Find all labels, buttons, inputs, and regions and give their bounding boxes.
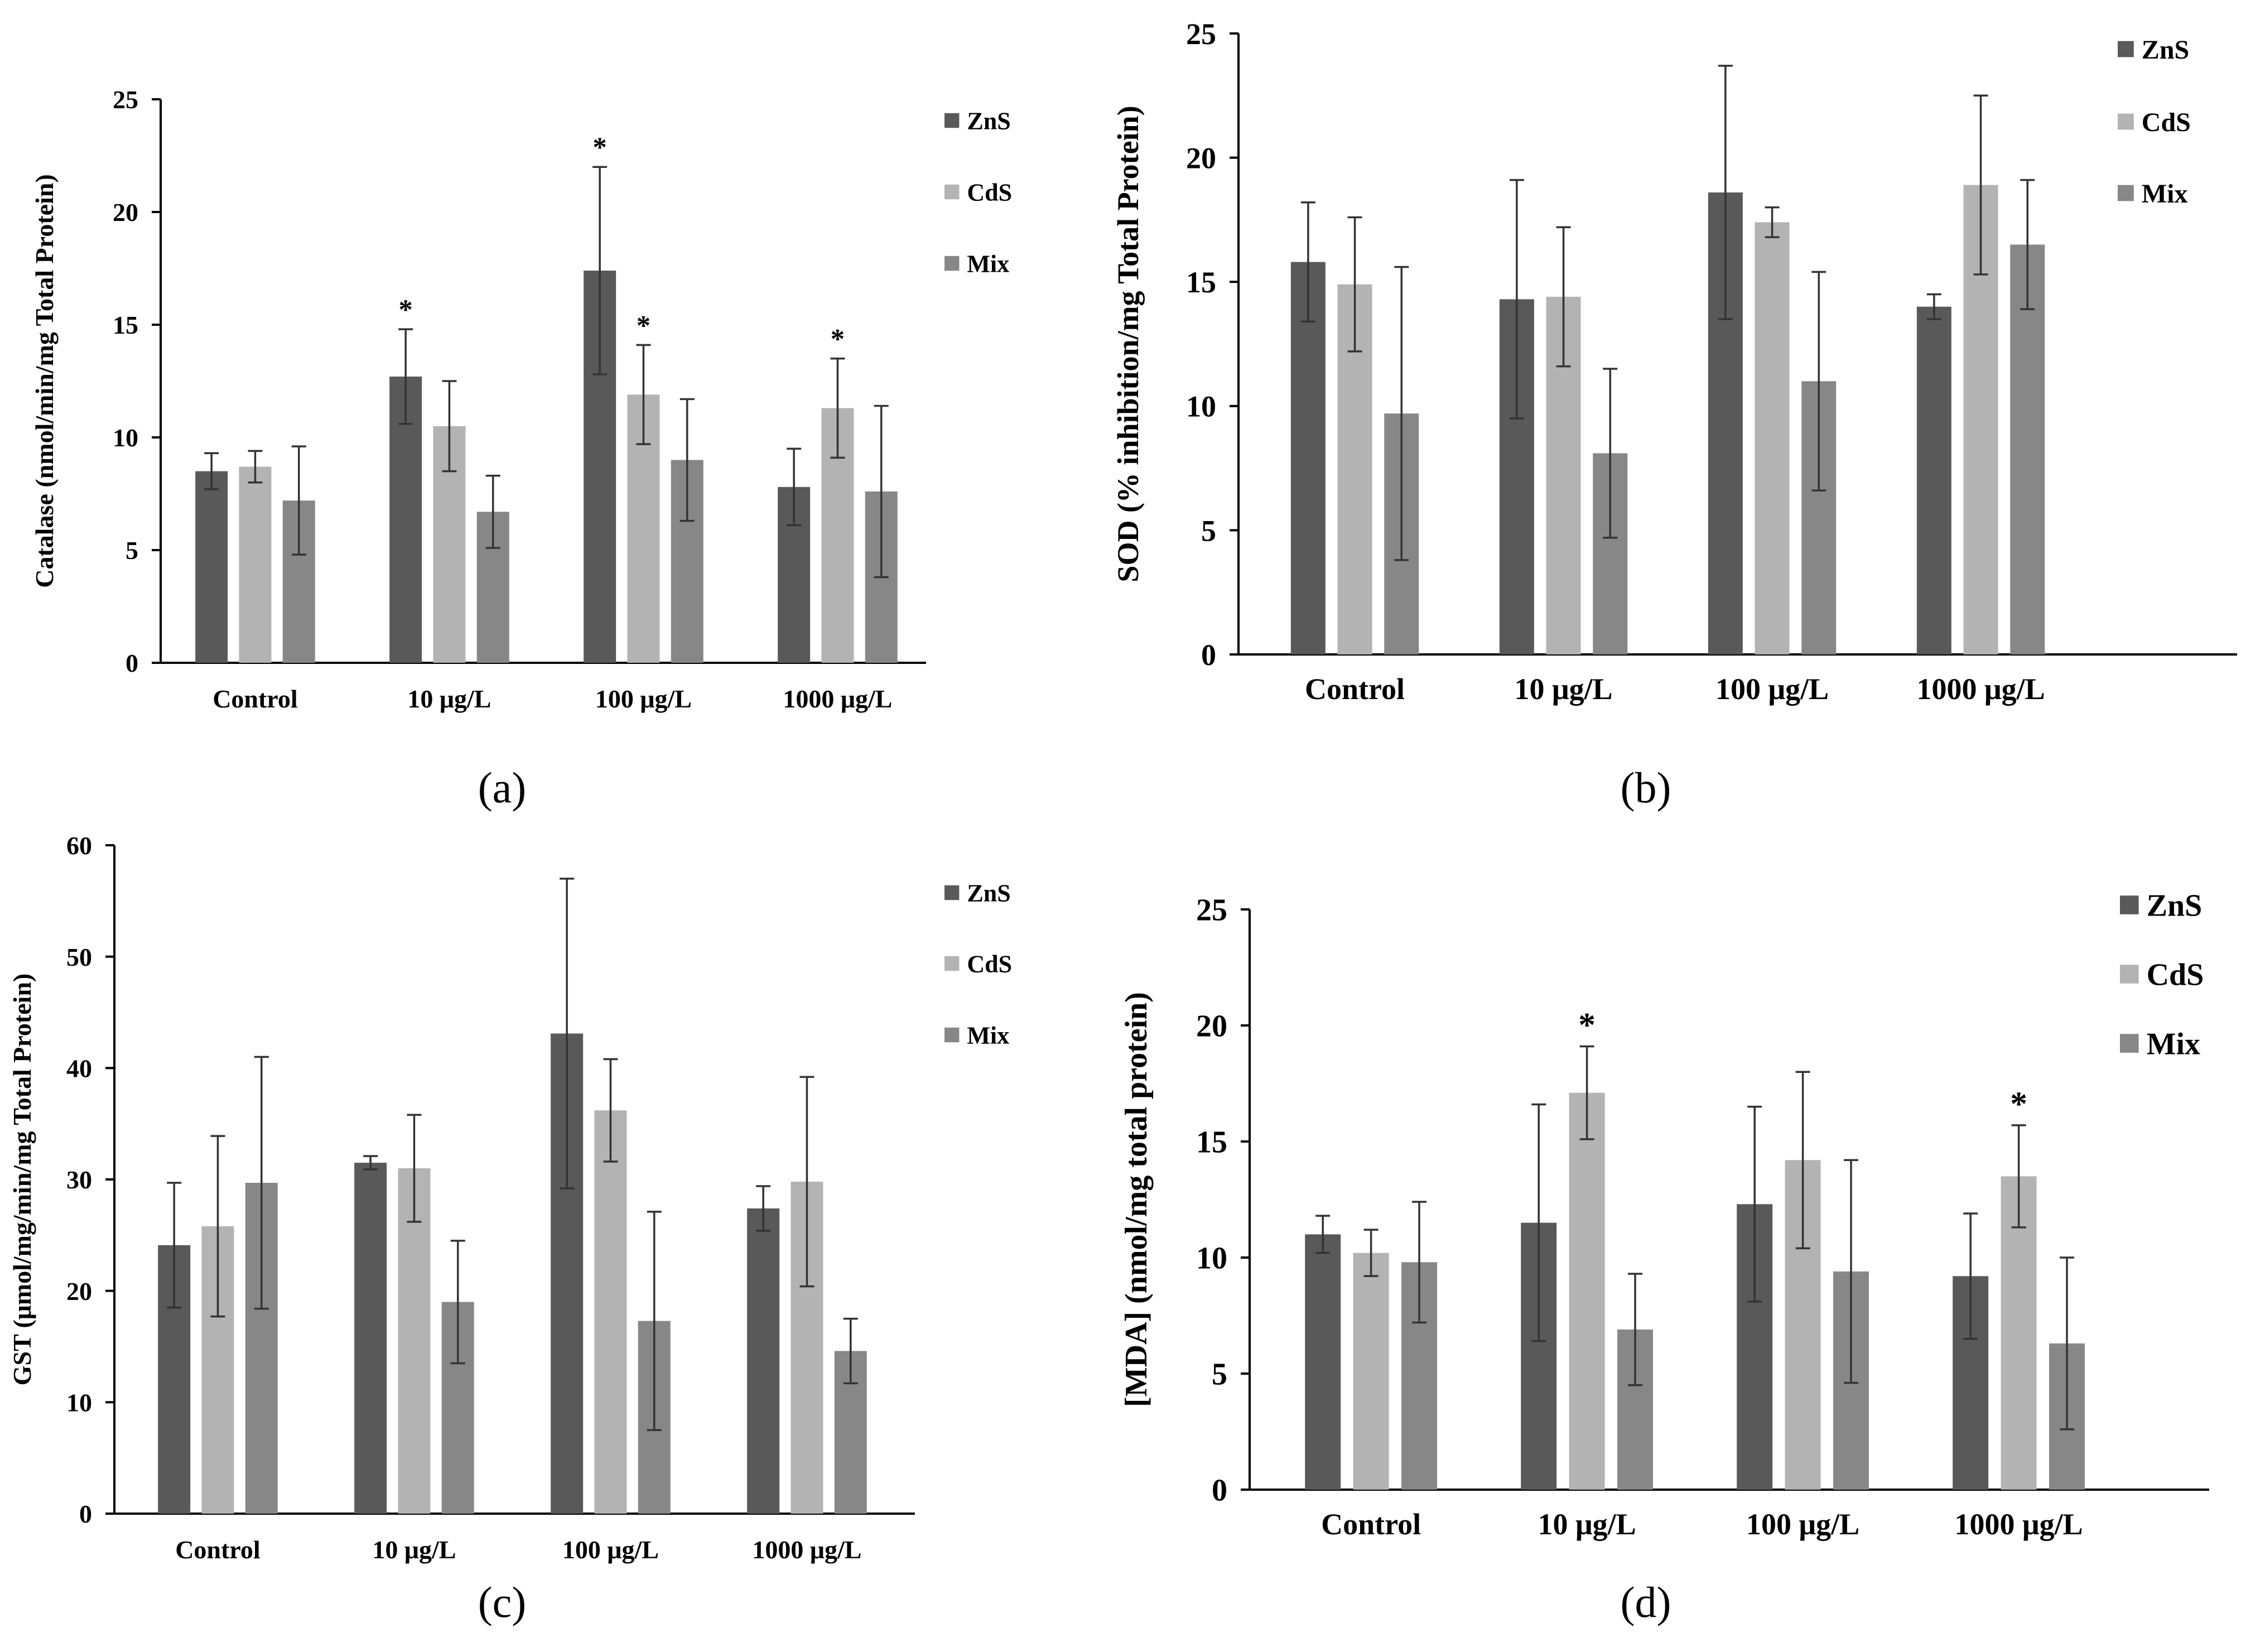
panel-2-y-tick-label: 20 (1186, 142, 1216, 175)
panel-3-y-tick-label: 30 (66, 1165, 92, 1194)
panel-3-legend-swatch-mix (944, 1027, 960, 1043)
panel-3-y-axis-label: GST (μmol/mg/min/mg Total Protein) (8, 974, 36, 1386)
panel-2-x-tick-label: Control (1305, 672, 1405, 706)
panel-2-bar-zns (1916, 306, 1951, 654)
panel-3-x-tick-label: 1000 μg/L (752, 1535, 861, 1564)
panel-4-label: (d) (1621, 1578, 1671, 1626)
panel-2-y-tick-label: 0 (1201, 638, 1216, 672)
panel-3-bar-cds (594, 1110, 627, 1514)
panel-2-legend-label: CdS (2142, 108, 2191, 137)
panel-2-y-tick-label: 10 (1186, 390, 1216, 423)
panel-1-significance-star: * (399, 294, 413, 325)
panel-3-legend-swatch-zns (944, 885, 960, 900)
panel-4-bar-cds (1569, 1092, 1605, 1490)
panel-4-x-tick-label: Control (1321, 1507, 1421, 1541)
panel-3-legend-label: CdS (967, 950, 1012, 977)
panel-4-y-axis-label: [MDA] (nmol/mg total protein) (1119, 992, 1154, 1407)
panel-2-x-tick-label: 100 μg/L (1715, 672, 1829, 706)
panel-2-legend-label: ZnS (2142, 35, 2189, 65)
panel-4-legend-swatch-cds (2120, 965, 2139, 984)
panel-1-y-tick-label: 5 (126, 536, 138, 565)
panel-4-significance-star: * (2010, 1085, 2027, 1123)
panel-4-legend-label: CdS (2147, 958, 2204, 993)
panel-2-y-tick-label: 15 (1186, 266, 1216, 299)
panel-1-significance-star: * (593, 132, 607, 163)
panel-4-y-tick-label: 10 (1196, 1241, 1227, 1276)
panel-1-significance-star: * (637, 310, 650, 341)
panel-4-x-tick-label: 10 μg/L (1538, 1507, 1636, 1541)
panel-4-significance-star: * (1578, 1006, 1596, 1044)
panel-4-legend-swatch-zns (2120, 895, 2139, 914)
panel-4-y-tick-label: 0 (1212, 1473, 1227, 1508)
panel-1-significance-star: * (831, 324, 845, 355)
panel-2-x-tick-label: 10 μg/L (1514, 672, 1612, 706)
panel-1-legend-swatch-mix (944, 256, 960, 271)
panel-1-legend-label: ZnS (967, 107, 1010, 134)
panel-4-x-tick-label: 100 μg/L (1746, 1507, 1859, 1541)
panel-2-bar-mix (2010, 244, 2045, 654)
panel-2-x-tick-label: 1000 μg/L (1916, 672, 2045, 706)
panel-4-y-tick-label: 15 (1196, 1125, 1227, 1160)
panel-1-legend-label: CdS (967, 179, 1012, 206)
panel-3-y-tick-label: 20 (66, 1277, 92, 1306)
panel-3-x-tick-label: Control (175, 1535, 261, 1564)
panel-4-y-tick-label: 25 (1196, 893, 1227, 928)
panel-1-x-tick-label: 100 μg/L (595, 685, 692, 713)
panel-3-y-tick-label: 60 (66, 831, 92, 860)
panel-3-legend-swatch-cds (944, 956, 960, 971)
panel-2-bar-zns (1290, 262, 1326, 655)
panel-1-label: (a) (478, 763, 527, 812)
panel-3-x-tick-label: 10 μg/L (372, 1535, 456, 1564)
panel-1-x-tick-label: 1000 μg/L (783, 685, 892, 713)
panel-2-legend-label: Mix (2142, 179, 2188, 209)
panel-1-y-axis-label: Catalase (nmol/min/mg Total Protein) (30, 174, 59, 588)
panel-3-x-tick-label: 100 μg/L (562, 1535, 659, 1564)
panel-3-legend-label: ZnS (967, 879, 1010, 907)
panel-4-bar-zns (1305, 1234, 1341, 1490)
panel-4-legend-label: Mix (2147, 1027, 2200, 1062)
panel-2-bar-cds (1755, 222, 1790, 654)
panel-2-label: (b) (1621, 763, 1671, 812)
panel-4-y-tick-label: 20 (1196, 1009, 1227, 1044)
panel-1-y-tick-label: 15 (113, 311, 138, 339)
panel-3-y-tick-label: 0 (79, 1500, 92, 1528)
panel-1-y-tick-label: 20 (113, 198, 138, 227)
panel-3-y-tick-label: 10 (66, 1388, 92, 1417)
panel-3-label: (c) (478, 1578, 527, 1626)
panel-4-legend-swatch-mix (2120, 1034, 2139, 1053)
panel-1-x-tick-label: Control (213, 685, 298, 713)
panel-4-bar-cds (1353, 1253, 1389, 1490)
panel-4-y-tick-label: 5 (1212, 1357, 1227, 1392)
panel-2-legend-swatch-cds (2118, 113, 2134, 130)
panel-3-legend-label: Mix (967, 1022, 1009, 1049)
panel-2-y-axis-label: SOD (% inhibition/mg Total Protein) (1111, 105, 1145, 582)
panel-1-legend-swatch-zns (944, 113, 960, 128)
panel-2-y-tick-label: 5 (1201, 514, 1216, 547)
panel-2-legend-swatch-mix (2118, 185, 2134, 201)
panel-3-y-tick-label: 50 (66, 943, 92, 971)
panel-1-legend-label: Mix (967, 250, 1009, 277)
panel-2-y-tick-label: 25 (1186, 17, 1216, 51)
panel-1-x-tick-label: 10 μg/L (407, 685, 491, 713)
panel-4-legend-label: ZnS (2147, 889, 2203, 923)
panel-1-bar-cds (239, 466, 272, 663)
panel-3-y-tick-label: 40 (66, 1054, 92, 1082)
panel-1-legend-swatch-cds (944, 184, 960, 200)
panel-2-legend-swatch-zns (2118, 41, 2134, 57)
panel-1-bar-zns (195, 471, 228, 663)
panel-1-y-tick-label: 0 (126, 649, 138, 677)
panel-3-bar-zns (747, 1208, 780, 1514)
panel-1-y-tick-label: 25 (113, 85, 138, 114)
panel-4-bar-cds (2001, 1176, 2037, 1490)
panel-3-bar-cds (398, 1168, 431, 1514)
panel-3-bar-zns (354, 1163, 387, 1514)
panel-4-x-tick-label: 1000 μg/L (1955, 1507, 2083, 1541)
panel-1-y-tick-label: 10 (113, 423, 138, 452)
